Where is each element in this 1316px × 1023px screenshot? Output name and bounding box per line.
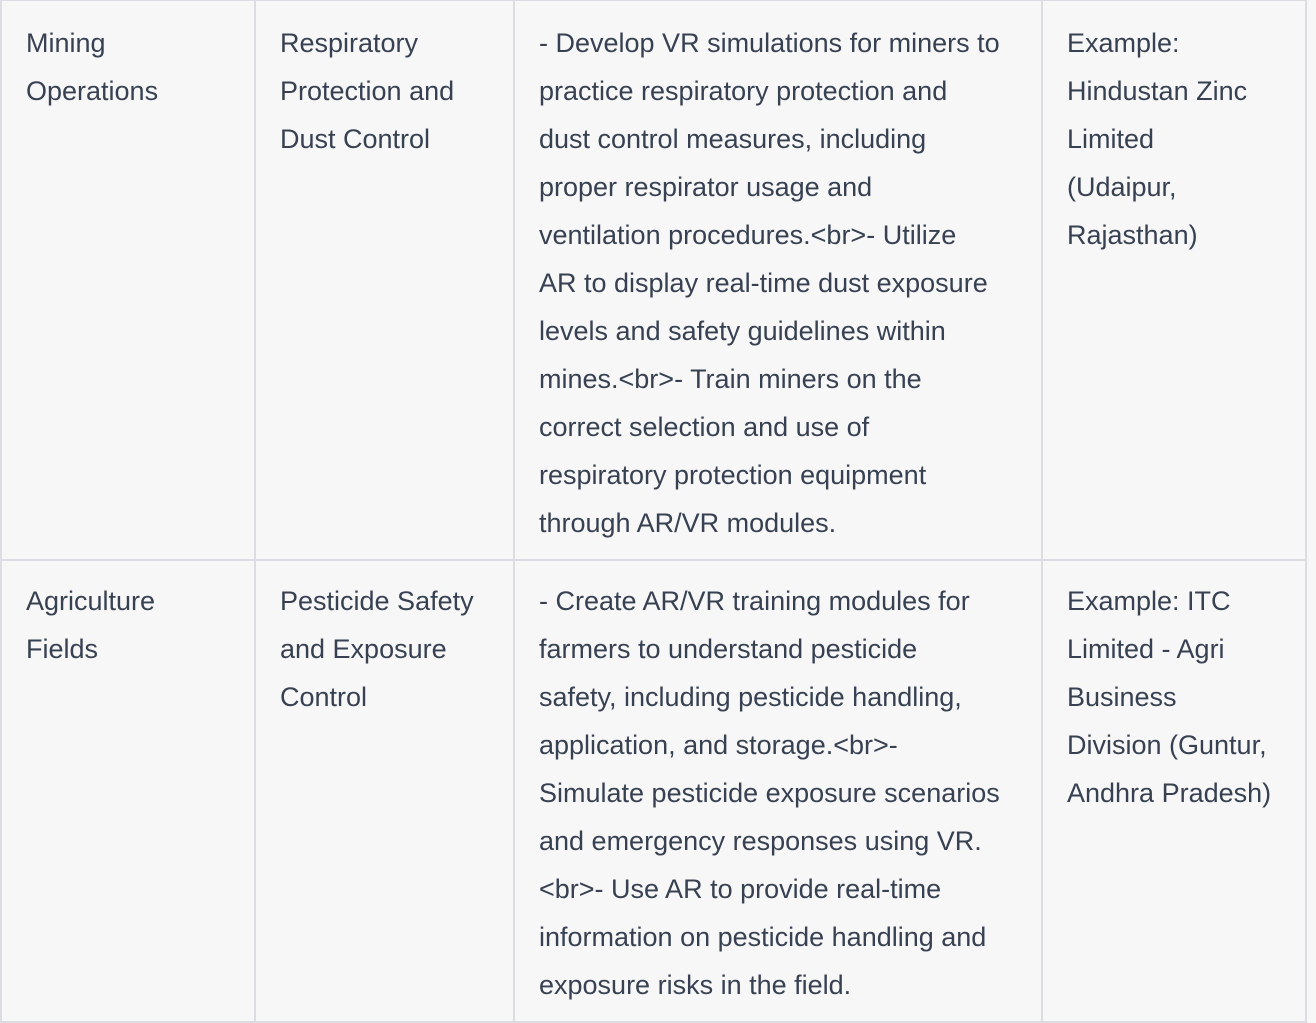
example-cell: Example: ITC Limited - Agri Business Div… bbox=[1041, 559, 1307, 1023]
applications-cell: - Create AR/VR training modules for farm… bbox=[513, 559, 1043, 1023]
table-row: Mining Operations Respiratory Protection… bbox=[0, 0, 1307, 561]
applications-cell: - Develop VR simulations for miners to p… bbox=[513, 0, 1043, 561]
focus-area-cell: Pesticide Safety and Exposure Control bbox=[254, 559, 515, 1023]
example-cell: Example: Hindustan Zinc Limited (Udaipur… bbox=[1041, 0, 1307, 561]
focus-area-cell: Respiratory Protection and Dust Control bbox=[254, 0, 515, 561]
table-row: Agriculture Fields Pesticide Safety and … bbox=[0, 559, 1307, 1023]
location-cell: Mining Operations bbox=[0, 0, 256, 561]
location-cell: Agriculture Fields bbox=[0, 559, 256, 1023]
